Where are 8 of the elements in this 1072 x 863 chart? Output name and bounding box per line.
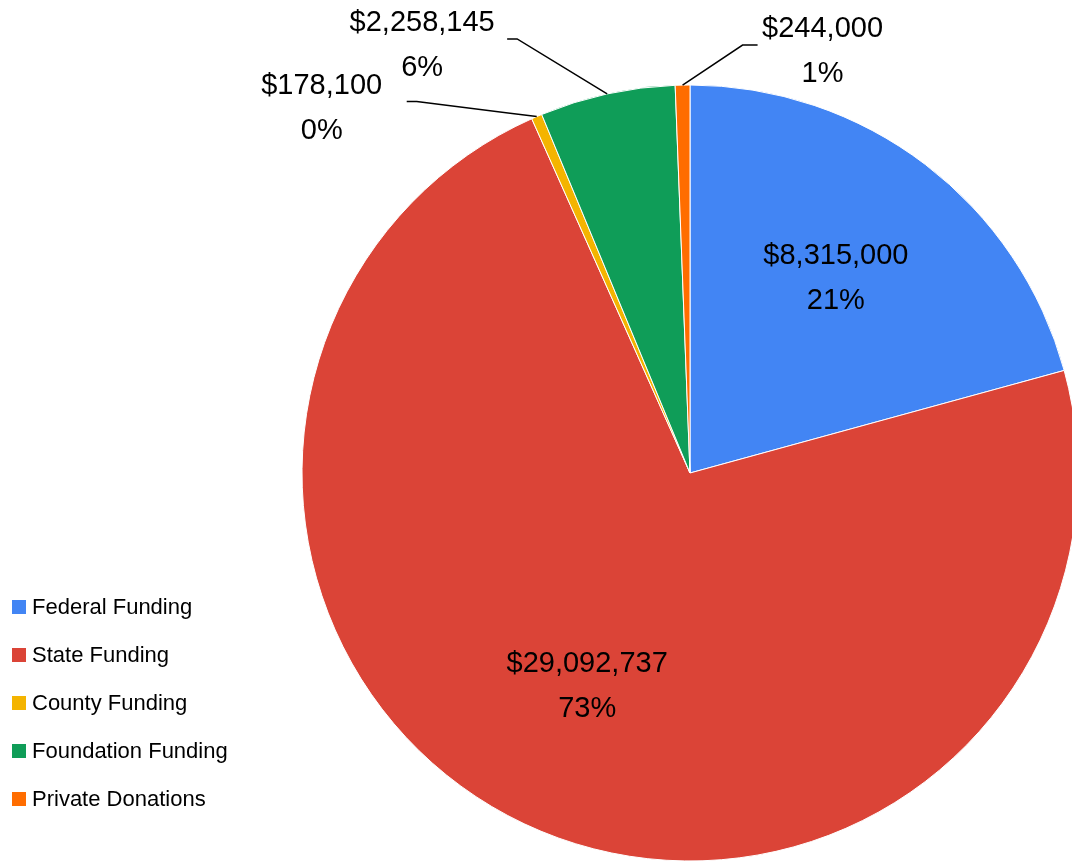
- legend-label: State Funding: [32, 641, 169, 669]
- data-label: $29,092,737 73%: [506, 646, 668, 724]
- data-label: $244,000 1%: [762, 11, 884, 89]
- legend-label: Federal Funding: [32, 593, 193, 621]
- legend-label: County Funding: [32, 689, 188, 717]
- legend-label: Private Donations: [32, 785, 206, 813]
- data-label: $8,315,000 21%: [763, 237, 909, 315]
- legend-label: Foundation Funding: [32, 737, 228, 765]
